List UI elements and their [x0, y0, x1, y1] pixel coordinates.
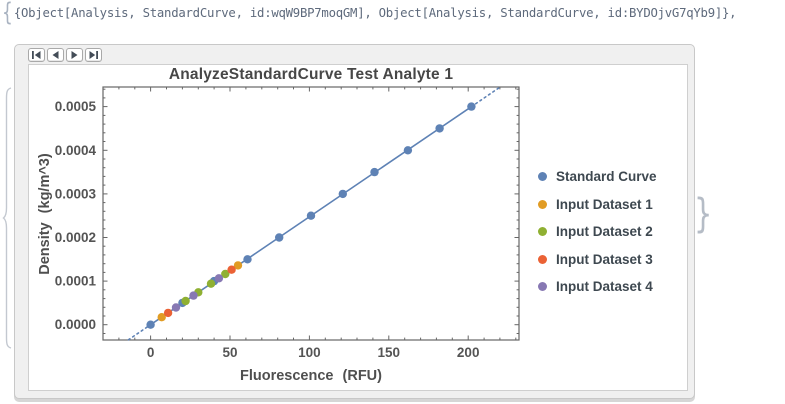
output-expression-line: { {Object[Analysis, StandardCurve, id:wq…: [2, 0, 785, 28]
legend-label: Input Dataset 3: [556, 251, 653, 267]
next-slide-button[interactable]: [66, 48, 83, 62]
list-open-brace: [2, 87, 12, 349]
outer-open-brace: {: [2, 0, 13, 28]
step-forward-icon: [71, 51, 78, 59]
y-axis-label: Density (kg/m^3): [37, 153, 53, 275]
svg-text:0.0004: 0.0004: [55, 143, 97, 158]
last-slide-button[interactable]: [85, 48, 102, 62]
legend-item: Standard Curve: [538, 163, 657, 191]
legend-item: Input Dataset 4: [538, 273, 657, 301]
step-backward-icon: [52, 51, 59, 59]
chart-title: AnalyzeStandardCurve Test Analyte 1: [168, 66, 454, 83]
svg-text:150: 150: [378, 345, 401, 360]
legend-label: Input Dataset 1: [556, 196, 653, 212]
standard-curve-chart: 0 50 100 150 200 0.0000 0.0001 0.0002 0.0003 0.00…: [55, 86, 520, 360]
legend-label: Input Dataset 2: [556, 224, 653, 240]
svg-text:0: 0: [147, 345, 155, 360]
slideview-toolbar: [28, 48, 102, 62]
legend-marker-icon: [538, 227, 547, 237]
output-expression-text: {Object[Analysis, StandardCurve, id:wqW9…: [13, 6, 737, 20]
legend-item: Input Dataset 3: [538, 246, 657, 274]
svg-text:50: 50: [222, 345, 237, 360]
svg-text:0.0003: 0.0003: [55, 186, 97, 201]
chart-legend: Standard Curve Input Dataset 1 Input Datas…: [538, 163, 657, 301]
svg-text:0.0000: 0.0000: [55, 317, 96, 332]
svg-text:0.0002: 0.0002: [55, 230, 96, 245]
skip-to-first-icon: [32, 51, 41, 59]
svg-text:100: 100: [298, 345, 321, 360]
legend-label: Input Dataset 4: [556, 279, 653, 295]
legend-marker-icon: [538, 199, 547, 209]
legend-marker-icon: [538, 254, 547, 264]
list-close-brace: }: [694, 191, 713, 237]
skip-to-last-icon: [89, 51, 98, 59]
first-slide-button[interactable]: [28, 48, 45, 62]
legend-item: Input Dataset 1: [538, 191, 657, 219]
svg-text:0.0005: 0.0005: [55, 99, 97, 114]
legend-marker-icon: [538, 282, 547, 292]
legend-item: Input Dataset 2: [538, 218, 657, 246]
svg-text:0.0001: 0.0001: [55, 274, 97, 289]
plot-area: AnalyzeStandardCurve Test Analyte 1 0 50 1…: [28, 64, 688, 391]
legend-label: Standard Curve: [556, 169, 657, 185]
svg-text:200: 200: [457, 345, 480, 360]
legend-marker-icon: [538, 172, 547, 182]
previous-slide-button[interactable]: [47, 48, 64, 62]
slideview-panel: AnalyzeStandardCurve Test Analyte 1 0 50 1…: [14, 44, 695, 399]
x-axis-label: Fluorescence (RFU): [240, 368, 382, 384]
